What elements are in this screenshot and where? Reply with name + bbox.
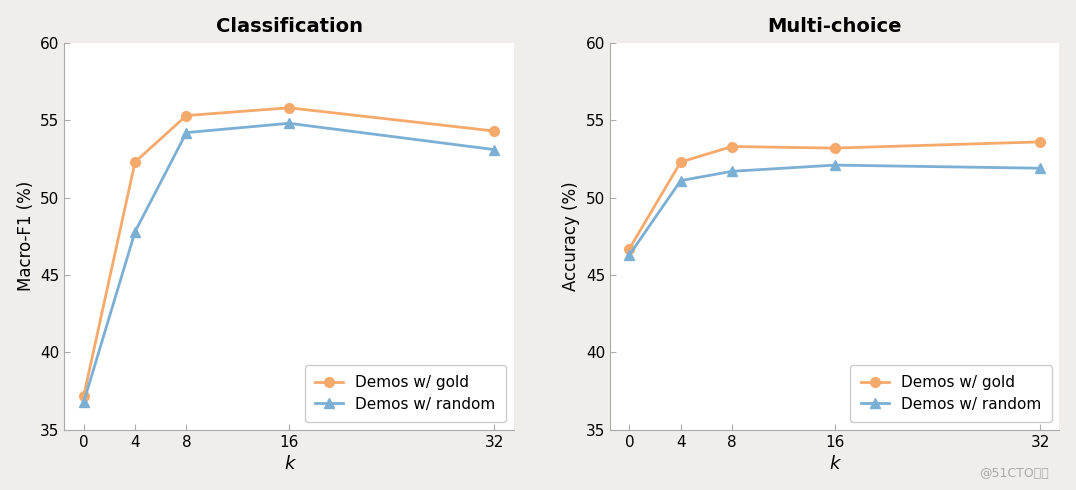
Demos w/ gold (489, 128, 501, 134)
Y-axis label: Accuracy (%): Accuracy (%) (563, 181, 580, 291)
Demos w/ gold (829, 145, 841, 151)
X-axis label: k: k (830, 455, 840, 473)
Demos w/ random (129, 229, 142, 235)
Demos w/ gold (283, 105, 296, 111)
X-axis label: k: k (284, 455, 294, 473)
Demos w/ random (283, 121, 296, 126)
Demos w/ random (489, 147, 501, 152)
Line: Demos w/ gold: Demos w/ gold (79, 103, 499, 401)
Demos w/ gold (725, 144, 738, 149)
Demos w/ random (1034, 165, 1047, 171)
Demos w/ gold (1034, 139, 1047, 145)
Demos w/ random (77, 399, 90, 405)
Text: @51CTO博客: @51CTO博客 (979, 467, 1049, 480)
Title: Multi-choice: Multi-choice (767, 17, 902, 36)
Line: Demos w/ random: Demos w/ random (79, 119, 499, 407)
Demos w/ random (829, 162, 841, 168)
Demos w/ random (180, 130, 193, 136)
Line: Demos w/ random: Demos w/ random (624, 160, 1045, 260)
Line: Demos w/ gold: Demos w/ gold (624, 137, 1045, 254)
Demos w/ gold (129, 159, 142, 165)
Demos w/ random (623, 252, 636, 258)
Demos w/ gold (180, 113, 193, 119)
Legend: Demos w/ gold, Demos w/ random: Demos w/ gold, Demos w/ random (850, 365, 1051, 422)
Title: Classification: Classification (215, 17, 363, 36)
Legend: Demos w/ gold, Demos w/ random: Demos w/ gold, Demos w/ random (305, 365, 506, 422)
Demos w/ random (675, 178, 688, 184)
Y-axis label: Macro-F1 (%): Macro-F1 (%) (16, 181, 34, 292)
Demos w/ gold (77, 393, 90, 399)
Demos w/ gold (623, 246, 636, 252)
Demos w/ gold (675, 159, 688, 165)
Demos w/ random (725, 169, 738, 174)
